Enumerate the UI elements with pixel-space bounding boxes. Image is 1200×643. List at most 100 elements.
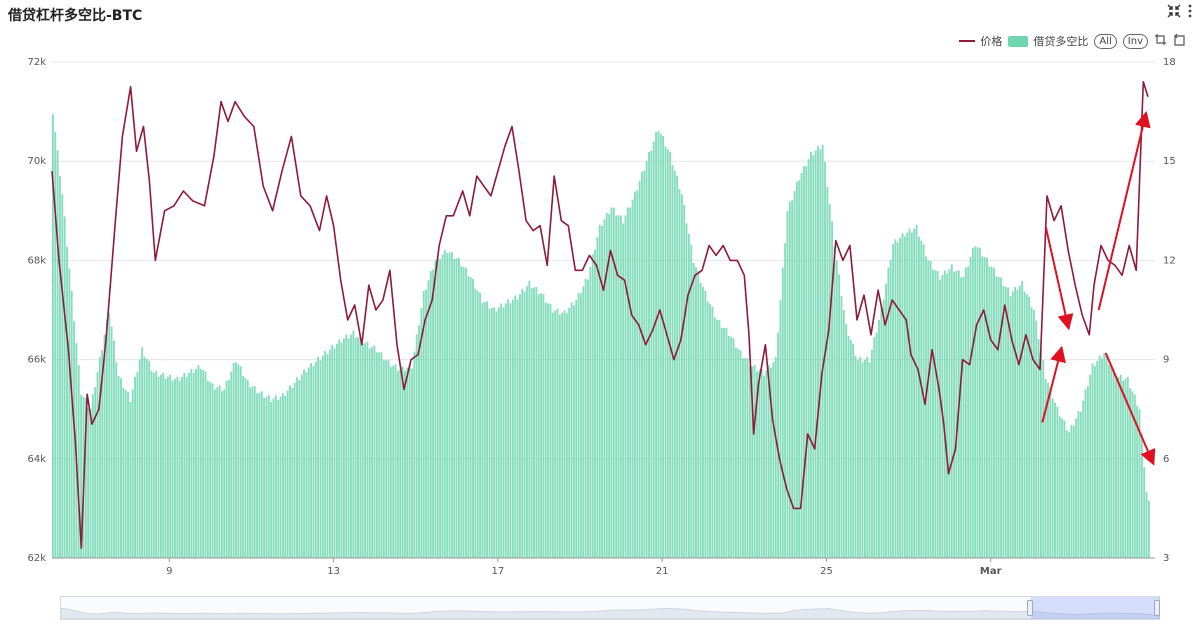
- ratio-bar: [366, 341, 369, 558]
- ratio-bar: [1140, 434, 1143, 558]
- ratio-bar: [220, 391, 223, 558]
- ratio-bar: [744, 358, 747, 558]
- ratio-bar: [671, 165, 674, 558]
- ratio-bar: [976, 247, 979, 558]
- ratio-bar: [561, 312, 564, 558]
- ratio-bar: [554, 310, 557, 558]
- ratio-bar: [1112, 368, 1115, 558]
- ratio-bar: [889, 259, 892, 558]
- ratio-bar: [664, 146, 667, 558]
- ratio-bar: [662, 136, 665, 558]
- ratio-bar: [706, 301, 709, 558]
- ratio-bar: [1110, 366, 1113, 558]
- ratio-bar: [619, 215, 622, 559]
- ratio-bar: [521, 288, 524, 558]
- ratio-bar: [650, 150, 653, 559]
- ratio-bar: [770, 367, 772, 558]
- ratio-bar: [810, 151, 812, 558]
- ratio-bar: [1117, 376, 1120, 558]
- crop-icon[interactable]: [1154, 33, 1167, 49]
- ratio-bar: [354, 337, 357, 558]
- ratio-bar: [939, 279, 941, 558]
- ratio-bar: [434, 260, 437, 558]
- ratio-bar: [875, 332, 878, 558]
- ratio-bar: [974, 246, 977, 558]
- ratio-bar: [995, 276, 998, 558]
- ratio-bar: [936, 270, 939, 558]
- reset-zoom-icon[interactable]: [1173, 33, 1186, 49]
- ratio-bar: [270, 401, 273, 558]
- ratio-bar: [988, 266, 991, 558]
- ratio-bar: [178, 380, 181, 558]
- ratio-bar: [169, 374, 172, 558]
- ratio-bar: [749, 366, 751, 558]
- legend-item-price[interactable]: 价格: [959, 33, 1002, 49]
- ratio-bar: [612, 207, 615, 558]
- ratio-bar: [399, 369, 402, 558]
- ratio-bar: [516, 299, 519, 558]
- ratio-bar: [526, 286, 528, 558]
- ratio-bar: [514, 295, 517, 558]
- ratio-bar: [73, 320, 75, 558]
- ratio-bar: [964, 267, 967, 558]
- all-button[interactable]: All: [1094, 33, 1117, 49]
- ratio-bar: [906, 232, 909, 558]
- ratio-bar: [673, 170, 676, 558]
- vertical-dots-icon[interactable]: [1186, 3, 1194, 23]
- ratio-bar: [331, 345, 334, 558]
- ratio-bar: [1032, 310, 1035, 558]
- ratio-bar: [1124, 378, 1127, 558]
- zoom-selection[interactable]: [1031, 597, 1160, 619]
- y-left-tick-label: 62k: [27, 553, 46, 564]
- ratio-bar: [1079, 411, 1082, 558]
- ratio-bar: [1014, 286, 1017, 558]
- inverse-button[interactable]: Inv: [1122, 33, 1148, 49]
- ratio-bar: [230, 371, 233, 558]
- ratio-bar: [842, 310, 845, 558]
- ratio-bar: [249, 387, 251, 558]
- ratio-bar: [950, 264, 953, 558]
- ratio-bar: [594, 249, 596, 558]
- ratio-bar: [866, 356, 869, 558]
- ratio-bar: [235, 362, 237, 558]
- ratio-bar: [152, 372, 155, 558]
- ratio-bar: [1054, 402, 1056, 558]
- axes: 62k 3 64k 6 66k 9 68k 12 70k 15 72k 18 9 13 17 21 25 Mar: [27, 57, 1175, 577]
- ratio-bar: [190, 368, 193, 558]
- ratio-bar: [798, 180, 801, 558]
- ratio-bar: [969, 257, 972, 558]
- ratio-bar: [274, 395, 277, 558]
- ratio-bar: [767, 364, 770, 558]
- ratio-bar: [1021, 280, 1024, 558]
- ratio-bar: [943, 270, 946, 558]
- ratio-bar: [946, 273, 948, 558]
- collapse-arrows-icon[interactable]: [1166, 3, 1182, 23]
- ratio-bar: [145, 358, 148, 558]
- ratio-bar: [993, 267, 995, 558]
- ratio-bar: [601, 226, 603, 558]
- ratio-bar: [1143, 466, 1146, 558]
- zoom-handle-left[interactable]: [1027, 600, 1033, 616]
- ratio-bar: [465, 267, 467, 558]
- ratio-bar: [333, 348, 336, 558]
- price-line: [51, 81, 1149, 549]
- ratio-bar: [77, 365, 80, 558]
- ratio-bar: [382, 360, 385, 558]
- ratio-bar: [718, 319, 721, 558]
- legend-item-ratio[interactable]: 借贷多空比: [1008, 33, 1088, 49]
- ratio-bar: [450, 251, 453, 558]
- ratio-bar: [380, 352, 383, 558]
- ratio-bar: [1075, 418, 1078, 558]
- ratio-bar: [1133, 394, 1136, 558]
- ratio-bar: [901, 233, 904, 558]
- ratio-bar: [547, 303, 550, 558]
- ratio-bar: [368, 348, 371, 558]
- ratio-bar: [1061, 418, 1063, 558]
- ratio-bar: [343, 338, 345, 558]
- zoom-slider[interactable]: [60, 596, 1160, 620]
- zoom-handle-right[interactable]: [1154, 600, 1160, 616]
- ratio-bar: [725, 327, 728, 558]
- ratio-bar: [1101, 358, 1103, 558]
- ratio-bar: [507, 299, 510, 558]
- ratio-bar: [324, 351, 327, 558]
